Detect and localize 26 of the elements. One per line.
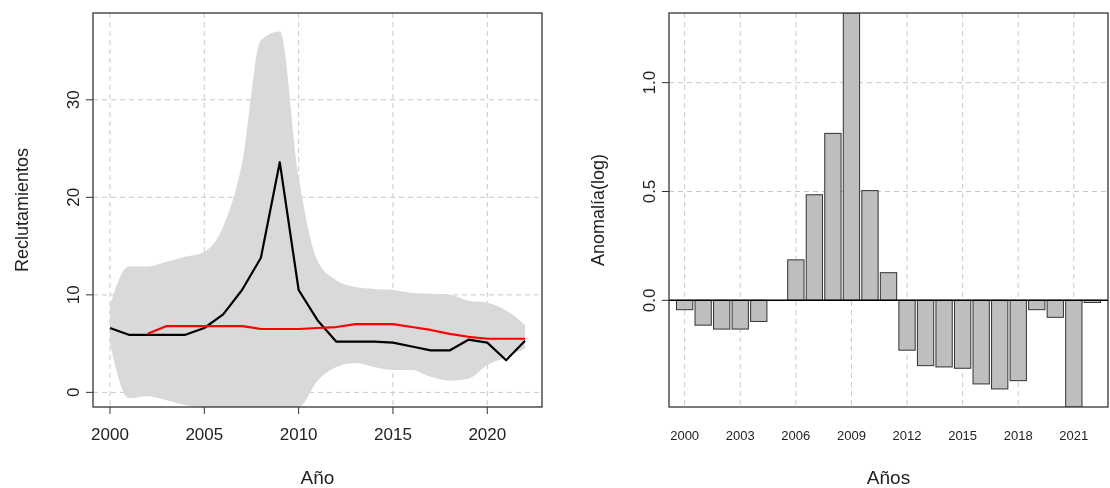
- x-tick-label: 2015: [948, 428, 978, 443]
- y-tick-label: 0.0: [640, 288, 659, 313]
- x-tick-label: 2006: [781, 428, 811, 443]
- x-tick-label: 2000: [670, 428, 700, 443]
- y-tick-label: 1.0: [640, 70, 659, 95]
- x-axis-title: Año: [300, 467, 335, 488]
- y-axis-title: Anomalía(log): [588, 153, 609, 267]
- line-series: [108, 161, 527, 362]
- x-tick-label: 2003: [725, 428, 755, 443]
- y-tick-label: 30: [64, 90, 83, 110]
- x-tick-label: 2005: [185, 425, 224, 444]
- y-tick-label: 20: [64, 187, 83, 207]
- x-tick-label: 2020: [468, 425, 507, 444]
- y-tick-label: 10: [64, 285, 83, 305]
- x-axis-title: Años: [866, 467, 911, 488]
- line-series: [146, 323, 527, 340]
- y-tick-label: 0.5: [640, 179, 659, 204]
- x-tick-label: 2021: [1059, 428, 1089, 443]
- x-tick-label: 2010: [279, 425, 318, 444]
- y-axis-title: Reclutamientos: [12, 147, 33, 273]
- y-tick-label: 0: [64, 387, 83, 398]
- x-tick-label: 2015: [374, 425, 412, 444]
- x-tick-label: 2012: [892, 428, 922, 443]
- x-tick-label: 2000: [91, 425, 129, 444]
- x-tick-label: 2018: [1003, 428, 1033, 443]
- x-tick-label: 2009: [836, 428, 866, 443]
